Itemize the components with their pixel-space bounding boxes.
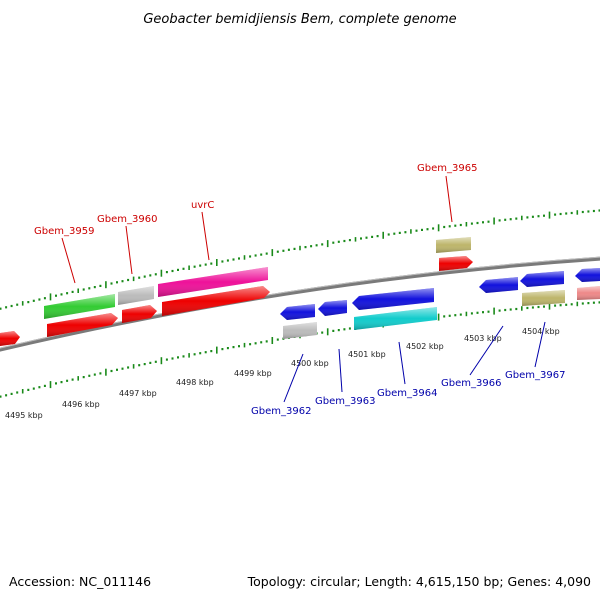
gene-feature-blue-large[interactable]	[352, 288, 434, 310]
gene-feature-red-under-3959[interactable]	[47, 313, 118, 337]
gene-feature-gbem-3964[interactable]	[354, 307, 437, 330]
gene-feature-gray-under-3962[interactable]	[283, 322, 317, 339]
kbp-label: 4497 kbp	[119, 389, 157, 398]
gene-feature-gbem-3962[interactable]	[280, 304, 315, 320]
gene-label-gbem-3965[interactable]: Gbem_3965	[417, 163, 477, 174]
gene-feature-gbem-3965[interactable]	[436, 237, 471, 253]
gene-feature-gbem-3959[interactable]	[44, 294, 115, 319]
gene-label-gbem-3963[interactable]: Gbem_3963	[315, 396, 375, 407]
gene-feature-red-under-uvrc[interactable]	[162, 286, 270, 316]
gene-label-gbem-3960[interactable]: Gbem_3960	[97, 214, 157, 225]
gene-label-uvrc[interactable]: uvrC	[191, 200, 214, 211]
kbp-label: 4500 kbp	[291, 359, 329, 368]
kbp-label: 4503 kbp	[464, 334, 502, 343]
kbp-label: 4495 kbp	[5, 411, 43, 420]
gene-feature-gbem-3963[interactable]	[318, 300, 347, 316]
gene-label-gbem-3967[interactable]: Gbem_3967	[505, 370, 565, 381]
genome-backbone	[0, 256, 600, 352]
upper-tick-track	[0, 209, 600, 310]
kbp-label: 4499 kbp	[234, 369, 272, 378]
accession-text: Accession: NC_011146	[9, 574, 151, 589]
gene-feature-red-under-3960[interactable]	[122, 305, 157, 323]
kbp-label: 4504 kbp	[522, 327, 560, 336]
kbp-label: 4501 kbp	[348, 350, 386, 359]
gene-label-gbem-3962[interactable]: Gbem_3962	[251, 406, 311, 417]
gene-feature-blue-edge[interactable]	[575, 268, 600, 282]
leader-lines	[61, 175, 546, 403]
genome-summary-text: Topology: circular; Length: 4,615,150 bp…	[247, 574, 591, 589]
gene-feature-red-under-3965[interactable]	[439, 256, 473, 271]
gene-label-gbem-3964[interactable]: Gbem_3964	[377, 388, 437, 399]
kbp-label: 4496 kbp	[62, 400, 100, 409]
gene-feature-pink-edge[interactable]	[577, 286, 600, 300]
gene-feature-red-far-left[interactable]	[0, 331, 20, 346]
gene-feature-uvrc[interactable]	[158, 267, 268, 297]
map-title: Geobacter bemidjiensis Bem, complete gen…	[143, 12, 456, 27]
gene-feature-gbem-3960[interactable]	[118, 286, 154, 305]
gene-label-gbem-3966[interactable]: Gbem_3966	[441, 378, 501, 389]
gene-label-gbem-3959[interactable]: Gbem_3959	[34, 226, 94, 237]
gene-feature-blue-right[interactable]	[520, 271, 564, 287]
gene-feature-gbem-3966[interactable]	[479, 277, 518, 293]
kbp-label: 4502 kbp	[406, 342, 444, 351]
kbp-label: 4498 kbp	[176, 378, 214, 387]
gene-feature-gbem-3967[interactable]	[522, 290, 565, 306]
